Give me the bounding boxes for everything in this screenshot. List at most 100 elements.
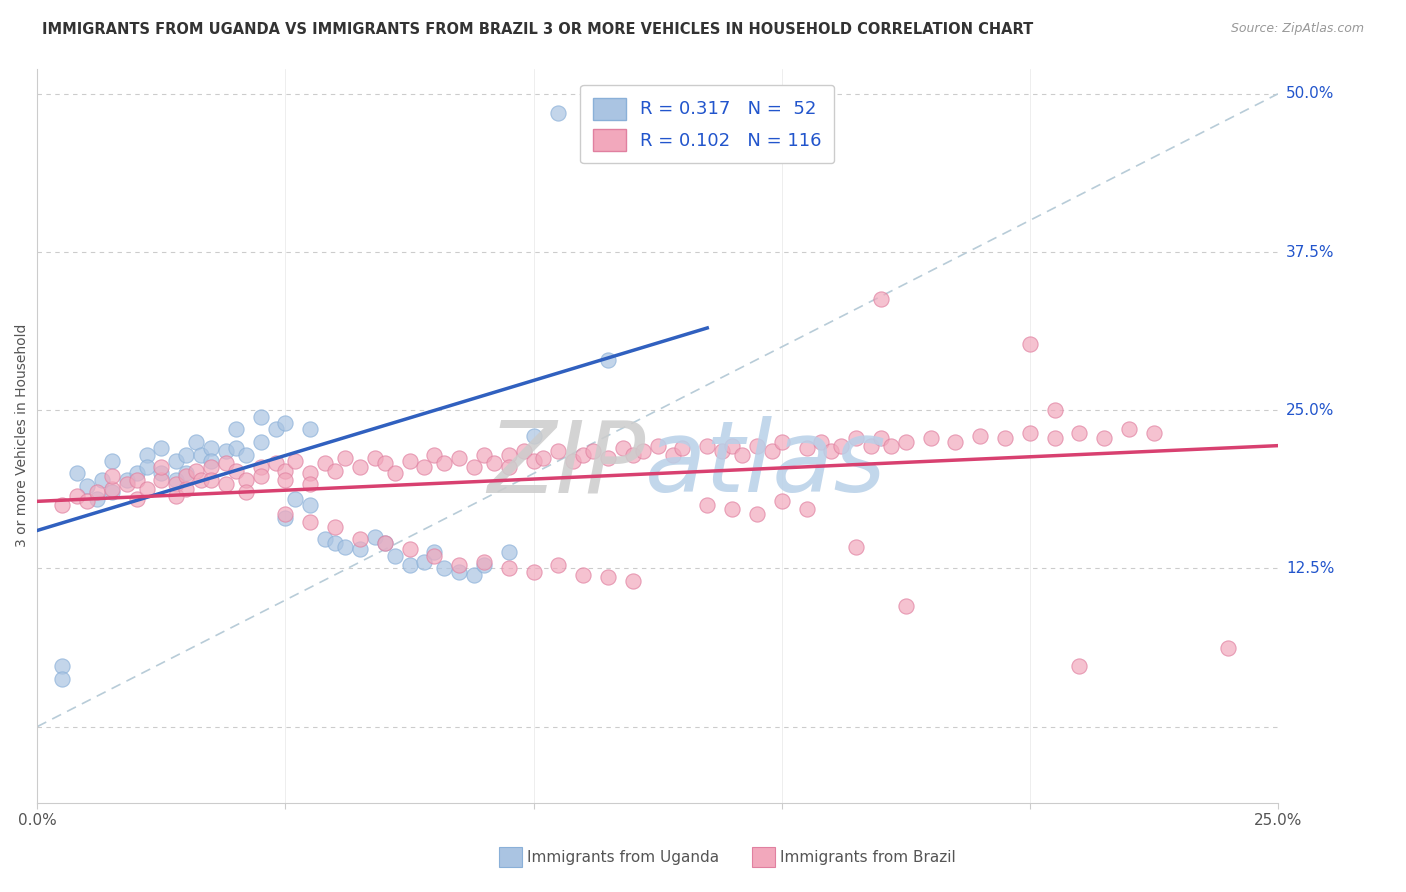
Point (433, 561, 456, 575)
Point (572, 448, 595, 462)
Point (621, 448, 644, 462)
Point (572, 567, 595, 582)
Point (721, 439, 744, 453)
Point (423, 545, 446, 559)
Point (165, 473, 187, 487)
Point (225, 441, 247, 455)
Point (225, 464, 247, 478)
Point (449, 565, 471, 579)
Point (374, 456, 396, 470)
Point (374, 536, 396, 550)
Point (333, 540, 356, 554)
Point (647, 439, 669, 453)
Point (1018, 337, 1040, 351)
Point (299, 476, 322, 491)
Text: Source: ZipAtlas.com: Source: ZipAtlas.com (1230, 22, 1364, 36)
Point (150, 460, 173, 475)
Point (274, 473, 297, 487)
Point (235, 485, 257, 500)
Point (745, 439, 768, 453)
Point (51, 672, 73, 686)
Point (547, 558, 569, 572)
Point (215, 443, 238, 458)
Point (249, 409, 271, 424)
Point (165, 489, 187, 503)
Point (284, 454, 307, 468)
Point (894, 599, 917, 614)
Point (299, 498, 322, 512)
Point (423, 448, 446, 462)
Y-axis label: 3 or more Vehicles in Household: 3 or more Vehicles in Household (15, 324, 30, 547)
Point (582, 443, 605, 458)
Point (174, 469, 197, 483)
Point (721, 502, 744, 516)
Point (870, 431, 893, 445)
Point (522, 565, 544, 579)
Point (498, 561, 520, 575)
Point (696, 439, 718, 453)
Point (135, 460, 157, 475)
Point (994, 431, 1017, 445)
Point (472, 555, 495, 569)
Point (596, 352, 619, 367)
Point (711, 443, 734, 458)
Text: 37.5%: 37.5% (1286, 244, 1334, 260)
Point (364, 451, 387, 466)
Point (696, 498, 718, 512)
Point (770, 434, 793, 449)
Point (661, 448, 683, 462)
Point (731, 448, 754, 462)
Point (86, 491, 108, 506)
Point (522, 428, 544, 442)
Point (274, 464, 297, 478)
Point (498, 448, 520, 462)
Point (894, 434, 917, 449)
Point (1092, 431, 1115, 445)
Point (215, 456, 238, 470)
Point (562, 454, 585, 468)
Point (135, 482, 157, 496)
Point (364, 530, 387, 544)
Point (323, 464, 346, 478)
Point (299, 422, 322, 436)
Point (115, 476, 138, 491)
Text: atlas: atlas (645, 417, 887, 514)
Point (66, 489, 89, 503)
Point (125, 467, 148, 481)
Point (249, 469, 271, 483)
Point (235, 448, 257, 462)
Point (547, 105, 569, 120)
Text: IMMIGRANTS FROM UGANDA VS IMMIGRANTS FROM BRAZIL 3 OR MORE VEHICLES IN HOUSEHOLD: IMMIGRANTS FROM UGANDA VS IMMIGRANTS FRO… (42, 22, 1033, 37)
Point (413, 555, 436, 569)
Point (100, 482, 122, 496)
Point (547, 443, 569, 458)
Point (1218, 641, 1240, 656)
Point (349, 533, 371, 547)
Point (423, 549, 446, 563)
Point (969, 428, 991, 442)
Point (299, 467, 322, 481)
Point (482, 456, 505, 470)
Point (274, 507, 297, 521)
Point (274, 416, 297, 430)
Point (174, 482, 197, 496)
Point (174, 448, 197, 462)
Point (745, 507, 768, 521)
Point (820, 443, 842, 458)
Point (314, 533, 336, 547)
Point (150, 441, 173, 455)
Legend: R = 0.317   N =  52, R = 0.102   N = 116: R = 0.317 N = 52, R = 0.102 N = 116 (581, 85, 834, 163)
Point (200, 454, 222, 468)
Text: 50.0%: 50.0% (1286, 87, 1334, 102)
Point (323, 536, 346, 550)
Point (384, 549, 406, 563)
Point (1043, 431, 1066, 445)
Point (249, 460, 271, 475)
Point (100, 469, 122, 483)
Point (76, 479, 98, 493)
Point (596, 451, 619, 466)
Point (472, 558, 495, 572)
Point (845, 431, 868, 445)
Point (274, 510, 297, 524)
Point (845, 540, 868, 554)
